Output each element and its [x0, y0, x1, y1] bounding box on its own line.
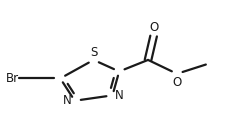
- Text: S: S: [90, 46, 97, 59]
- Text: O: O: [149, 21, 158, 34]
- Text: N: N: [115, 89, 124, 102]
- Text: N: N: [63, 94, 72, 107]
- Text: O: O: [172, 76, 182, 89]
- Text: Br: Br: [6, 72, 19, 85]
